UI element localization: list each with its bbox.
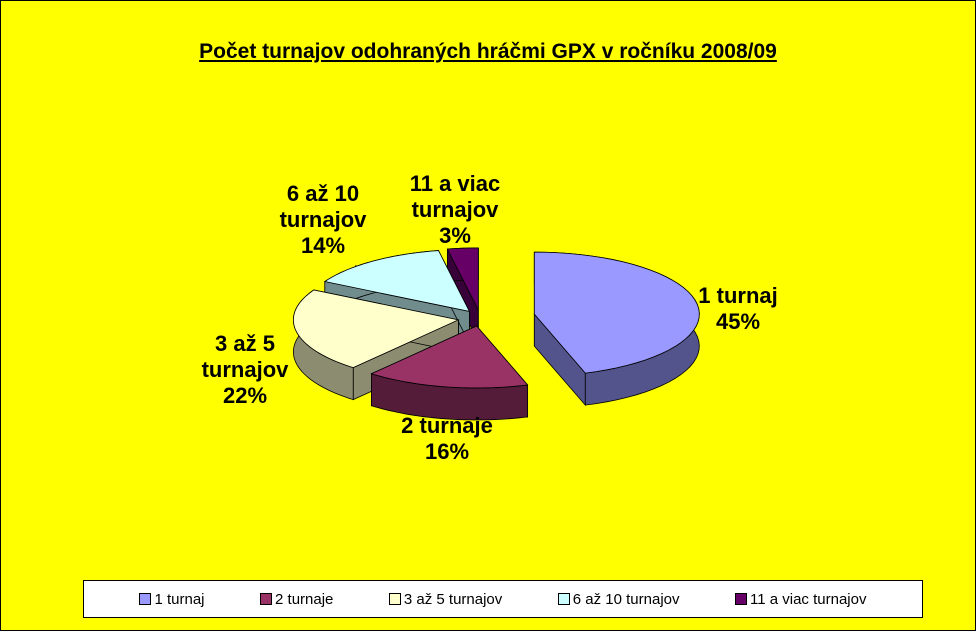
- legend-label: 11 a viac turnajov: [750, 590, 867, 608]
- legend-item: 2 turnaje: [260, 591, 333, 608]
- legend-item: 6 až 10 turnajov: [557, 590, 680, 608]
- slice-top: [446, 247, 479, 311]
- label-value: 45%: [715, 309, 761, 334]
- data-label: 3 až 5 turnajov 22%: [190, 331, 300, 409]
- pie-slice: [370, 324, 529, 421]
- label-category: 1 turnaj: [698, 283, 778, 308]
- label-value: 3%: [439, 223, 471, 248]
- label-category: 6 až 10 turnajov: [279, 181, 367, 232]
- pie-slice: [533, 251, 700, 407]
- slice-top: [533, 251, 700, 374]
- legend-label: 2 turnaje: [275, 590, 334, 608]
- legend-label: 6 až 10 turnajov: [572, 590, 680, 608]
- legend-swatch: [388, 593, 401, 605]
- label-value: 16%: [424, 439, 470, 464]
- legend-swatch: [735, 593, 747, 605]
- legend-label: 3 až 5 turnajov: [403, 590, 503, 608]
- legend: 1 turnaj 2 turnaje 3 až 5 turnajov 6 až 10 …: [83, 580, 923, 618]
- data-label: 6 až 10 turnajov 14%: [263, 181, 383, 259]
- label-category: 2 turnaje: [401, 413, 493, 438]
- label-value: 22%: [222, 383, 268, 408]
- chart-title: Počet turnajov odohraných hráčmi GPX v r…: [199, 40, 777, 63]
- legend-swatch: [260, 593, 273, 605]
- label-category: 3 až 5 turnajov: [201, 331, 289, 382]
- legend-label: 1 turnaj: [154, 590, 205, 608]
- data-label: 11 a viac turnajov 3%: [395, 171, 515, 249]
- slice-top: [370, 325, 529, 389]
- legend-item: 3 až 5 turnajov: [388, 590, 503, 608]
- legend-swatch: [139, 593, 152, 605]
- slice-top: [293, 289, 460, 369]
- legend-swatch: [557, 593, 570, 605]
- slice-top: [323, 250, 471, 313]
- legend-item: 1 turnaj: [139, 590, 205, 608]
- legend-item: 11 a viac turnajov: [735, 591, 866, 608]
- data-label: 2 turnaje 16%: [377, 413, 517, 465]
- data-label: 1 turnaj 45%: [673, 283, 803, 335]
- label-category: 11 a viac turnajov: [409, 171, 501, 222]
- label-value: 14%: [300, 233, 346, 258]
- pie-slice: [446, 247, 479, 343]
